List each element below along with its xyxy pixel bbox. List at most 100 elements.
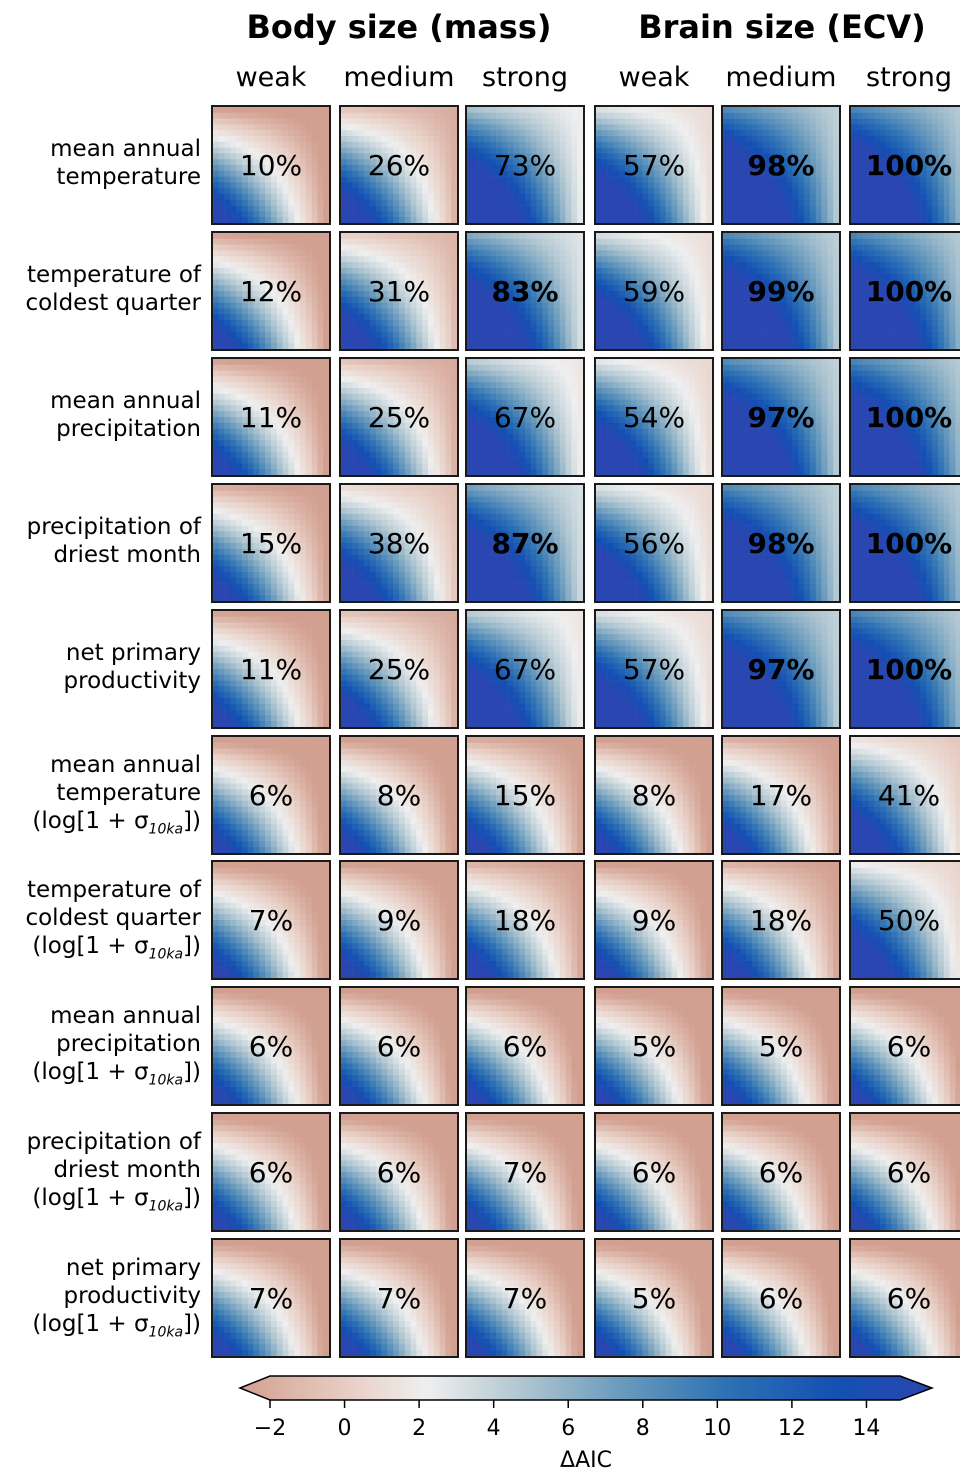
row-label-line: mean annual xyxy=(0,751,201,779)
cell-value-label: 73% xyxy=(467,107,583,223)
heatmap-cell: 25% xyxy=(339,357,459,477)
log-subscript: 10ka xyxy=(149,947,184,963)
heatmap-cell: 100% xyxy=(849,609,960,729)
heatmap-cell: 67% xyxy=(465,357,585,477)
heatmap-cell: 5% xyxy=(594,986,714,1106)
log-prefix: (log[1 + σ xyxy=(32,1311,148,1337)
cell-value-label: 6% xyxy=(851,988,960,1104)
heatmap-cell: 18% xyxy=(721,860,841,980)
colorbar-tick-label: 14 xyxy=(852,1416,880,1441)
cell-field xyxy=(596,485,712,601)
row-label-9: net primary productivity (log[1 + σ10ka]) xyxy=(0,1254,201,1347)
heatmap-cell: 12% xyxy=(211,231,331,351)
heatmap-cell: 18% xyxy=(465,860,585,980)
cell-field xyxy=(213,862,329,978)
heatmap-cell: 15% xyxy=(465,735,585,855)
colorbar xyxy=(237,1375,935,1408)
heatmap-cell: 7% xyxy=(465,1112,585,1232)
colorbar-gradient xyxy=(237,1375,935,1401)
colorbar-tick-label: 10 xyxy=(703,1416,731,1441)
cell-field xyxy=(467,737,583,853)
heatmap-cell: 6% xyxy=(594,1112,714,1232)
heatmap-cell: 41% xyxy=(849,735,960,855)
colorbar-label: ΔAIC xyxy=(560,1448,612,1473)
cell-field xyxy=(723,233,839,349)
cell-field xyxy=(341,485,457,601)
log-suffix: ]) xyxy=(183,808,201,834)
cell-value-label: 54% xyxy=(596,359,712,475)
cell-value-label: 15% xyxy=(213,485,329,601)
cell-field xyxy=(596,862,712,978)
log-suffix: ]) xyxy=(183,1185,201,1211)
cell-field xyxy=(851,359,960,475)
heatmap-cell: 8% xyxy=(339,735,459,855)
heatmap-cell: 9% xyxy=(594,860,714,980)
heatmap-cell: 6% xyxy=(849,1238,960,1358)
row-label-log: (log[1 + σ10ka]) xyxy=(0,1184,201,1221)
cell-field xyxy=(723,485,839,601)
cell-value-label: 6% xyxy=(723,1114,839,1230)
log-prefix: (log[1 + σ xyxy=(32,1185,148,1211)
row-label-line: temperature of xyxy=(0,261,201,289)
heatmap-cell: 57% xyxy=(594,105,714,225)
row-label-2: mean annual precipitation xyxy=(0,387,201,443)
cell-field xyxy=(851,737,960,853)
cell-value-label: 57% xyxy=(596,107,712,223)
heatmap-cell: 11% xyxy=(211,357,331,477)
cell-field xyxy=(213,1114,329,1230)
colorbar-tick-label: 6 xyxy=(561,1416,575,1441)
cell-field xyxy=(596,737,712,853)
cell-value-label: 67% xyxy=(467,359,583,475)
cell-value-label: 25% xyxy=(341,359,457,475)
log-suffix: ]) xyxy=(183,933,201,959)
row-label-4: net primary productivity xyxy=(0,639,201,695)
cell-value-label: 7% xyxy=(467,1114,583,1230)
column-label-5: strong xyxy=(839,62,960,93)
column-label-2: strong xyxy=(455,62,595,93)
row-label-log: (log[1 + σ10ka]) xyxy=(0,932,201,969)
cell-value-label: 6% xyxy=(596,1114,712,1230)
cell-value-label: 6% xyxy=(341,988,457,1104)
row-label-line: mean annual xyxy=(0,135,201,163)
cell-value-label: 25% xyxy=(341,611,457,727)
cell-field xyxy=(723,737,839,853)
cell-field xyxy=(596,1240,712,1356)
log-subscript: 10ka xyxy=(149,1325,184,1341)
cell-value-label: 18% xyxy=(467,862,583,978)
heatmap-cell: 97% xyxy=(721,609,841,729)
heatmap-cell: 100% xyxy=(849,483,960,603)
cell-value-label: 6% xyxy=(851,1240,960,1356)
cell-value-label: 98% xyxy=(723,107,839,223)
heatmap-cell: 15% xyxy=(211,483,331,603)
heatmap-cell: 59% xyxy=(594,231,714,351)
log-suffix: ]) xyxy=(183,1311,201,1337)
row-label-line: mean annual xyxy=(0,1002,201,1030)
row-label-log: (log[1 + σ10ka]) xyxy=(0,1058,201,1095)
cell-value-label: 87% xyxy=(467,485,583,601)
cell-field xyxy=(341,862,457,978)
row-label-line: temperature of xyxy=(0,876,201,904)
heatmap-cell: 6% xyxy=(721,1238,841,1358)
heatmap-cell: 26% xyxy=(339,105,459,225)
heatmap-cell: 7% xyxy=(465,1238,585,1358)
cell-field xyxy=(213,485,329,601)
cell-field xyxy=(596,611,712,727)
cell-value-label: 5% xyxy=(723,988,839,1104)
cell-field xyxy=(341,611,457,727)
heatmap-cell: 25% xyxy=(339,609,459,729)
cell-field xyxy=(467,107,583,223)
row-label-line: driest month xyxy=(0,541,201,569)
cell-field xyxy=(213,233,329,349)
cell-field xyxy=(851,107,960,223)
row-label-line: temperature xyxy=(0,779,201,807)
cell-field xyxy=(341,1240,457,1356)
cell-field xyxy=(467,862,583,978)
row-label-1: temperature of coldest quarter xyxy=(0,261,201,317)
cell-value-label: 50% xyxy=(851,862,960,978)
cell-value-label: 11% xyxy=(213,611,329,727)
cell-field xyxy=(851,988,960,1104)
cell-field xyxy=(467,359,583,475)
heatmap-cell: 10% xyxy=(211,105,331,225)
colorbar-tick-label: 2 xyxy=(412,1416,426,1441)
heatmap-cell: 100% xyxy=(849,357,960,477)
